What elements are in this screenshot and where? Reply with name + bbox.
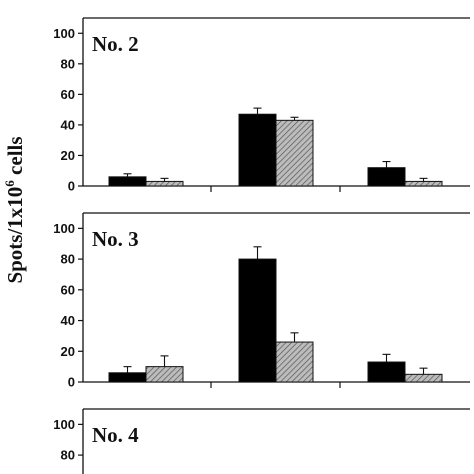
bar — [367, 361, 406, 383]
y-axis-title-main: Spots/1x10 — [3, 187, 27, 284]
y-tick-label: 0 — [68, 179, 75, 194]
panel-label: No. 4 — [92, 423, 139, 447]
bar — [367, 167, 406, 187]
bar — [108, 372, 147, 383]
y-tick-label: 100 — [53, 221, 75, 236]
y-axis-title-exponent: 6 — [2, 180, 17, 187]
panel-no-3: 0 20 40 60 80 100 No. 3 — [53, 212, 470, 390]
y-tick-label: 80 — [61, 252, 75, 267]
panel-label: No. 2 — [92, 32, 139, 56]
y-tick-label: 80 — [61, 448, 75, 463]
bar — [108, 176, 147, 187]
y-tick-label: 40 — [61, 313, 75, 328]
panel-no-4: 80 100 No. 4 — [53, 408, 470, 474]
y-tick-label: 20 — [61, 344, 75, 359]
y-tick-label: 80 — [61, 56, 75, 71]
y-tick-label: 40 — [61, 117, 75, 132]
y-tick-label: 100 — [53, 417, 75, 432]
y-axis-title-suffix: cells — [3, 136, 27, 180]
y-tick-label: 60 — [61, 282, 75, 297]
svg-text:Spots/1x106 cells: Spots/1x106 cells — [2, 136, 27, 283]
bar — [145, 366, 184, 383]
panel-no-2: 0 20 40 60 80 100 No. 2 — [53, 17, 470, 194]
y-tick-label: 60 — [61, 87, 75, 102]
panel-label: No. 3 — [92, 227, 139, 251]
y-axis-title: Spots/1x106 cells — [2, 136, 27, 283]
bar — [404, 373, 443, 383]
y-tick-label: 20 — [61, 148, 75, 163]
y-tick-label: 0 — [68, 375, 75, 390]
bar — [404, 180, 443, 187]
bar — [238, 113, 277, 187]
y-tick-label: 100 — [53, 26, 75, 41]
bar — [238, 258, 277, 383]
bar — [145, 180, 184, 187]
bar — [275, 119, 314, 187]
bar — [275, 341, 314, 383]
